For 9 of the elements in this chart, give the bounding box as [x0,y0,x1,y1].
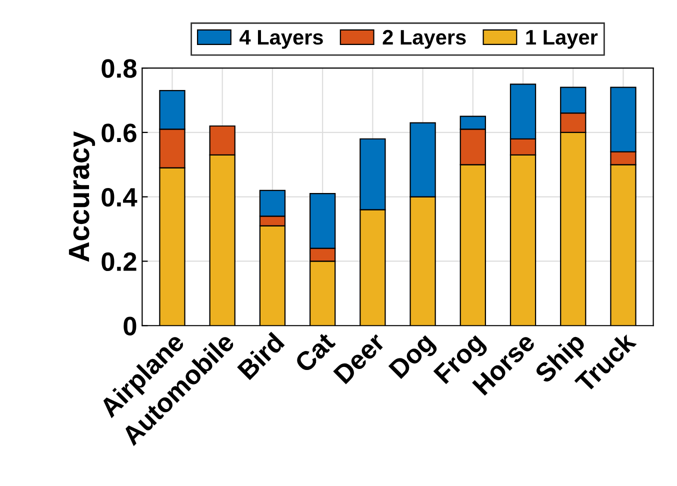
y-axis-title: Accuracy [68,131,96,262]
legend-label: 1 Layer [526,30,598,49]
y-tick-label: 0.4 [102,188,138,207]
y-tick-label: 0 [124,316,136,336]
y-tick-label: 0.6 [102,124,136,142]
legend-label: 4 Layers [240,30,323,49]
legend-label: 2 Layers [382,30,466,49]
y-tick-label: 0.8 [102,59,137,78]
y-tick-label: 0.2 [102,252,136,272]
